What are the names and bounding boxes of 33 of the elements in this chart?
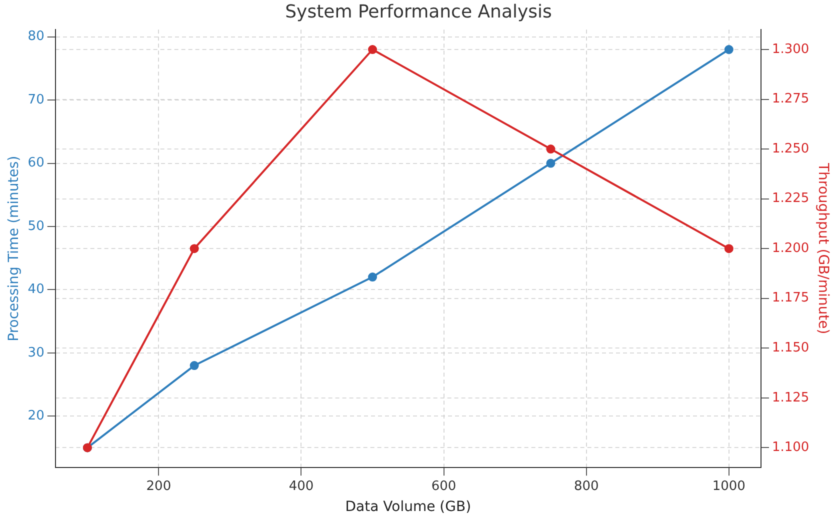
y2-tick-label: 1.200 xyxy=(772,240,810,256)
x-axis-title: Data Volume (GB) xyxy=(345,499,472,516)
y2-tick-label: 1.250 xyxy=(772,141,810,156)
y-tick-label: 60 xyxy=(28,156,44,171)
y2-tick-label: 1.225 xyxy=(772,191,810,206)
y-tick-label: 30 xyxy=(28,345,44,360)
chart-title: System Performance Analysis xyxy=(285,1,552,22)
point xyxy=(190,244,199,254)
y-tick-label: 80 xyxy=(28,29,44,44)
y2-tick-label: 1.300 xyxy=(772,42,810,57)
y-tick-label: 40 xyxy=(28,282,44,298)
y-axis-title: Processing Time (minutes) xyxy=(6,156,22,342)
y2-tick-label: 1.125 xyxy=(772,390,810,406)
x-tick-label: 200 xyxy=(146,478,172,494)
y-tick-label: 70 xyxy=(28,92,44,108)
x-tick-label: 800 xyxy=(574,478,599,494)
point xyxy=(546,158,556,168)
x-tick-label: 1000 xyxy=(712,478,746,494)
y-tick-label: 20 xyxy=(28,408,44,424)
y2-tick-label: 1.150 xyxy=(772,340,810,356)
point xyxy=(368,45,378,54)
y2-tick-label: 1.100 xyxy=(772,440,810,456)
y2-tick-label: 1.275 xyxy=(772,92,810,107)
point xyxy=(724,244,734,254)
y2-tick-label: 1.175 xyxy=(772,290,810,306)
point xyxy=(368,272,378,282)
x-tick-label: 600 xyxy=(431,478,456,494)
y-tick-label: 50 xyxy=(28,218,44,234)
x-tick-label: 400 xyxy=(288,478,314,494)
point xyxy=(546,144,556,154)
y2-axis-title: Throughput (GB/minute) xyxy=(814,162,831,334)
point xyxy=(724,45,734,54)
point xyxy=(190,361,199,370)
